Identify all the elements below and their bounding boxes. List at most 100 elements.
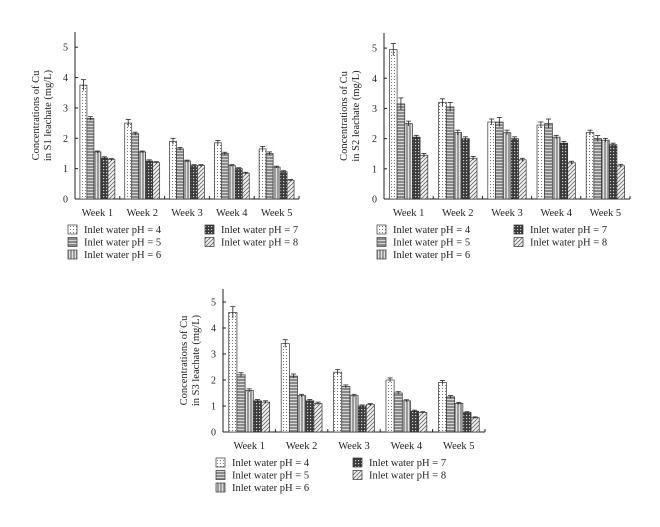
y-tick-label: 2 xyxy=(211,376,216,387)
y-axis-label-line: in S1 leachate (mg/L) xyxy=(43,69,54,161)
x-tick-label: Week 2 xyxy=(126,208,158,219)
bar xyxy=(567,162,576,200)
bar xyxy=(419,154,429,200)
bar xyxy=(396,103,406,200)
legend-swatch xyxy=(215,470,226,480)
bar xyxy=(461,138,470,200)
bar xyxy=(446,396,456,433)
bar xyxy=(234,168,243,200)
bar xyxy=(510,138,519,200)
x-tick-label: Week 1 xyxy=(233,441,265,452)
legend-label: Inlet water pH = 5 xyxy=(232,471,309,482)
y-axis-label-line: in S3 leachate (mg/L) xyxy=(191,314,202,406)
bar xyxy=(190,165,198,200)
bar xyxy=(279,171,288,200)
bar xyxy=(220,153,229,200)
legend-swatch xyxy=(215,457,226,468)
bar xyxy=(487,121,496,200)
x-tick-label: Week 4 xyxy=(216,208,248,219)
chart-s1: 0 1 2 3 4 5 Concentrations of Cuin S1 leachate… xyxy=(31,32,300,261)
legend-swatch xyxy=(204,237,215,247)
bar xyxy=(107,159,116,200)
x-tick-label: Week 5 xyxy=(590,208,622,219)
x-tick-label: Week 3 xyxy=(171,208,203,219)
y-tick-label: 0 xyxy=(372,195,377,206)
y-tick-label: 2 xyxy=(372,134,377,145)
bar xyxy=(280,343,290,433)
x-tick-label: Week 1 xyxy=(393,208,425,219)
bar xyxy=(228,312,238,433)
bar xyxy=(261,401,270,433)
legend-swatch xyxy=(352,457,363,468)
bar xyxy=(131,133,140,200)
bar xyxy=(389,49,398,200)
y-axis-label: Concentrations of Cuin S3 leachate (mg/L… xyxy=(179,314,202,406)
bar xyxy=(305,400,315,433)
x-tick-label: Week 3 xyxy=(338,441,370,452)
x-tick-label: Week 3 xyxy=(491,208,523,219)
bar xyxy=(468,157,478,200)
x-tick-label: Week 1 xyxy=(82,208,114,219)
legend-swatch xyxy=(513,224,524,235)
y-tick-label: 0 xyxy=(63,195,68,206)
bar xyxy=(470,417,480,433)
bar xyxy=(169,140,177,200)
bar xyxy=(145,160,154,200)
bar xyxy=(365,404,375,433)
bar xyxy=(288,375,298,433)
legend-label: Inlet water pH = 6 xyxy=(84,250,161,261)
bar xyxy=(410,410,420,433)
bar xyxy=(559,142,569,200)
legend-swatch xyxy=(513,237,524,247)
y-tick-label: 1 xyxy=(211,402,216,413)
bar xyxy=(183,160,191,200)
legend-swatch xyxy=(376,224,387,235)
x-tick-label: Week 4 xyxy=(540,208,572,219)
y-tick-label: 5 xyxy=(372,44,377,55)
bar xyxy=(213,142,222,200)
bar xyxy=(227,165,236,200)
bar xyxy=(333,371,343,433)
legend-swatch xyxy=(67,224,78,235)
bar xyxy=(349,395,359,433)
legend-label: Inlet water pH = 7 xyxy=(369,458,446,469)
bar xyxy=(393,392,403,433)
bar xyxy=(438,102,447,200)
bar xyxy=(601,139,610,200)
y-axis-label: Concentrations of Cuin S1 leachate (mg/L… xyxy=(31,69,54,161)
legend-label: Inlet water pH = 6 xyxy=(232,483,309,494)
bar xyxy=(495,121,504,200)
bar xyxy=(401,400,411,433)
x-tick-label: Week 2 xyxy=(442,208,474,219)
legend-label: Inlet water pH = 6 xyxy=(393,250,470,261)
bar xyxy=(404,123,413,200)
bar xyxy=(244,390,254,433)
bar xyxy=(385,379,395,433)
legend-swatch xyxy=(67,237,78,247)
legend-swatch xyxy=(352,470,363,480)
legend-swatch xyxy=(376,249,387,260)
bar xyxy=(412,136,421,200)
bar xyxy=(100,157,109,200)
bar xyxy=(93,151,102,200)
legend-label: Inlet water pH = 7 xyxy=(530,225,607,236)
legend-swatch xyxy=(215,482,226,493)
legend-label: Inlet water pH = 5 xyxy=(84,238,161,249)
legend-label: Inlet water pH = 4 xyxy=(232,458,310,469)
y-tick-label: 3 xyxy=(63,103,68,114)
y-tick-label: 4 xyxy=(211,324,216,335)
legend-label: Inlet water pH = 4 xyxy=(84,225,162,236)
x-tick-label: Week 5 xyxy=(443,441,475,452)
legend-label: Inlet water pH = 8 xyxy=(530,238,607,249)
y-tick-label: 2 xyxy=(63,134,68,145)
legend-swatch xyxy=(376,237,387,247)
legend-label: Inlet water pH = 8 xyxy=(369,471,446,482)
legend-label: Inlet water pH = 7 xyxy=(221,225,298,236)
y-tick-label: 1 xyxy=(63,164,68,175)
bar xyxy=(272,166,281,200)
bar xyxy=(252,400,262,433)
bar xyxy=(518,159,527,200)
y-tick-label: 3 xyxy=(372,104,377,115)
bar xyxy=(585,132,595,200)
bar xyxy=(241,172,250,200)
